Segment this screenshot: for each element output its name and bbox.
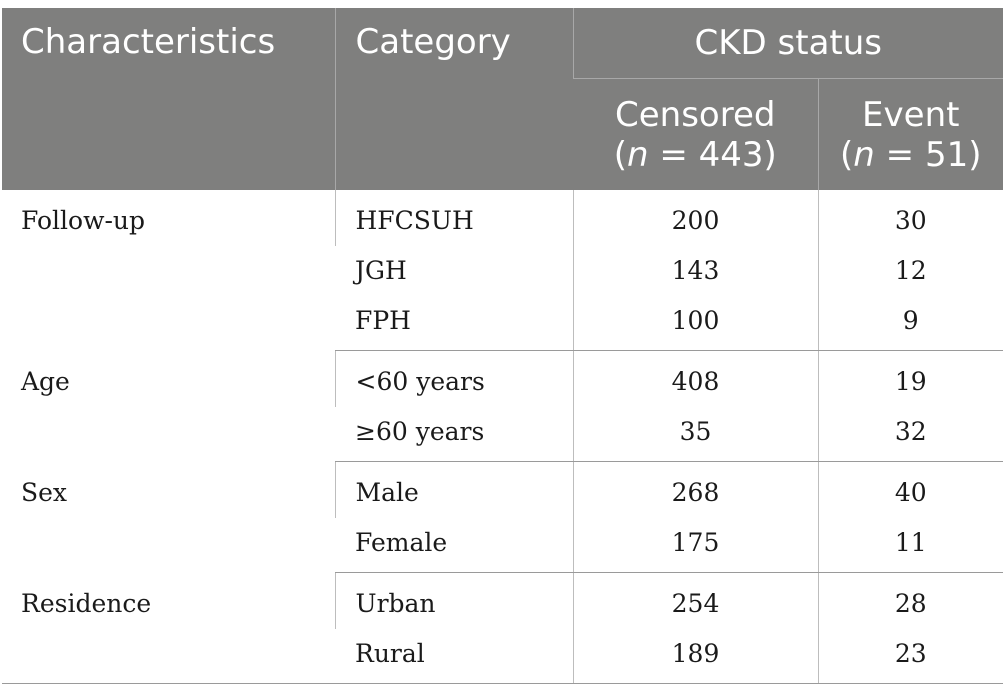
characteristic-cell: Age — [21, 366, 70, 396]
censored-cell: 189 — [572, 629, 818, 684]
header-censored: Censored (n = 443) — [573, 78, 818, 190]
table-row: Residence Urban 254 28 — [2, 572, 1003, 629]
table-row: Age <60 years 408 19 — [2, 350, 1003, 407]
category-cell: JGH — [355, 256, 407, 285]
table-row: Rural 189 23 — [2, 629, 1003, 684]
table-header: Characteristics Category CKD status Cens… — [2, 8, 1003, 190]
censored-cell: 35 — [572, 407, 818, 462]
header-event-n: (n = 51) — [840, 134, 982, 175]
event-cell: 28 — [817, 572, 1003, 629]
category-cell: FPH — [335, 296, 573, 351]
category-cell: HFCSUH — [334, 190, 573, 246]
table-row: Follow-up HFCSUH 200 30 — [2, 190, 1003, 246]
table-row: Sex Male 268 40 — [2, 461, 1003, 518]
ckd-status-table: Characteristics Category CKD status Cens… — [2, 8, 1003, 684]
table-row: ≥60 years 35 32 — [2, 407, 1003, 462]
table-row: FPH 100 9 — [2, 296, 1003, 351]
category-cell: <60 years — [334, 350, 573, 407]
category-cell: Rural — [335, 629, 573, 684]
table-body: Follow-up HFCSUH 200 30 JGH 143 12 FPH 100 9 Age <6… — [2, 190, 1003, 684]
censored-cell: 175 — [572, 518, 818, 573]
characteristic-cell: Follow-up — [21, 206, 146, 235]
event-cell: 12 — [817, 246, 1003, 296]
event-cell: 32 — [817, 407, 1003, 462]
header-category: Category — [334, 8, 573, 190]
censored-cell: 254 — [572, 572, 818, 629]
characteristic-cell: Residence — [21, 588, 152, 618]
table-row: JGH 143 12 — [2, 246, 1003, 296]
censored-cell: 143 — [572, 246, 818, 296]
category-cell: Male — [334, 461, 573, 518]
characteristic-cell: Sex — [21, 477, 68, 507]
header-censored-n: (n = 443) — [613, 134, 777, 175]
censored-cell: 100 — [572, 296, 818, 351]
category-cell: Urban — [334, 572, 573, 629]
event-cell: 40 — [817, 461, 1003, 518]
table-row: Female 175 11 — [2, 518, 1003, 573]
censored-cell: 200 — [572, 190, 818, 246]
header-event: Event (n = 51) — [817, 78, 1003, 190]
header-event-label: Event — [862, 94, 960, 135]
header-characteristics: Characteristics — [2, 8, 335, 190]
event-cell: 23 — [817, 629, 1003, 684]
category-cell: ≥60 years — [335, 407, 573, 462]
category-cell: Female — [335, 518, 573, 573]
event-cell: 19 — [817, 350, 1003, 407]
header-censored-label: Censored — [615, 94, 776, 135]
event-cell: 9 — [817, 296, 1003, 351]
header-ckd-status: CKD status — [572, 8, 1003, 79]
event-cell: 11 — [817, 518, 1003, 573]
censored-cell: 408 — [572, 350, 818, 407]
censored-cell: 268 — [572, 461, 818, 518]
event-cell: 30 — [817, 190, 1003, 246]
